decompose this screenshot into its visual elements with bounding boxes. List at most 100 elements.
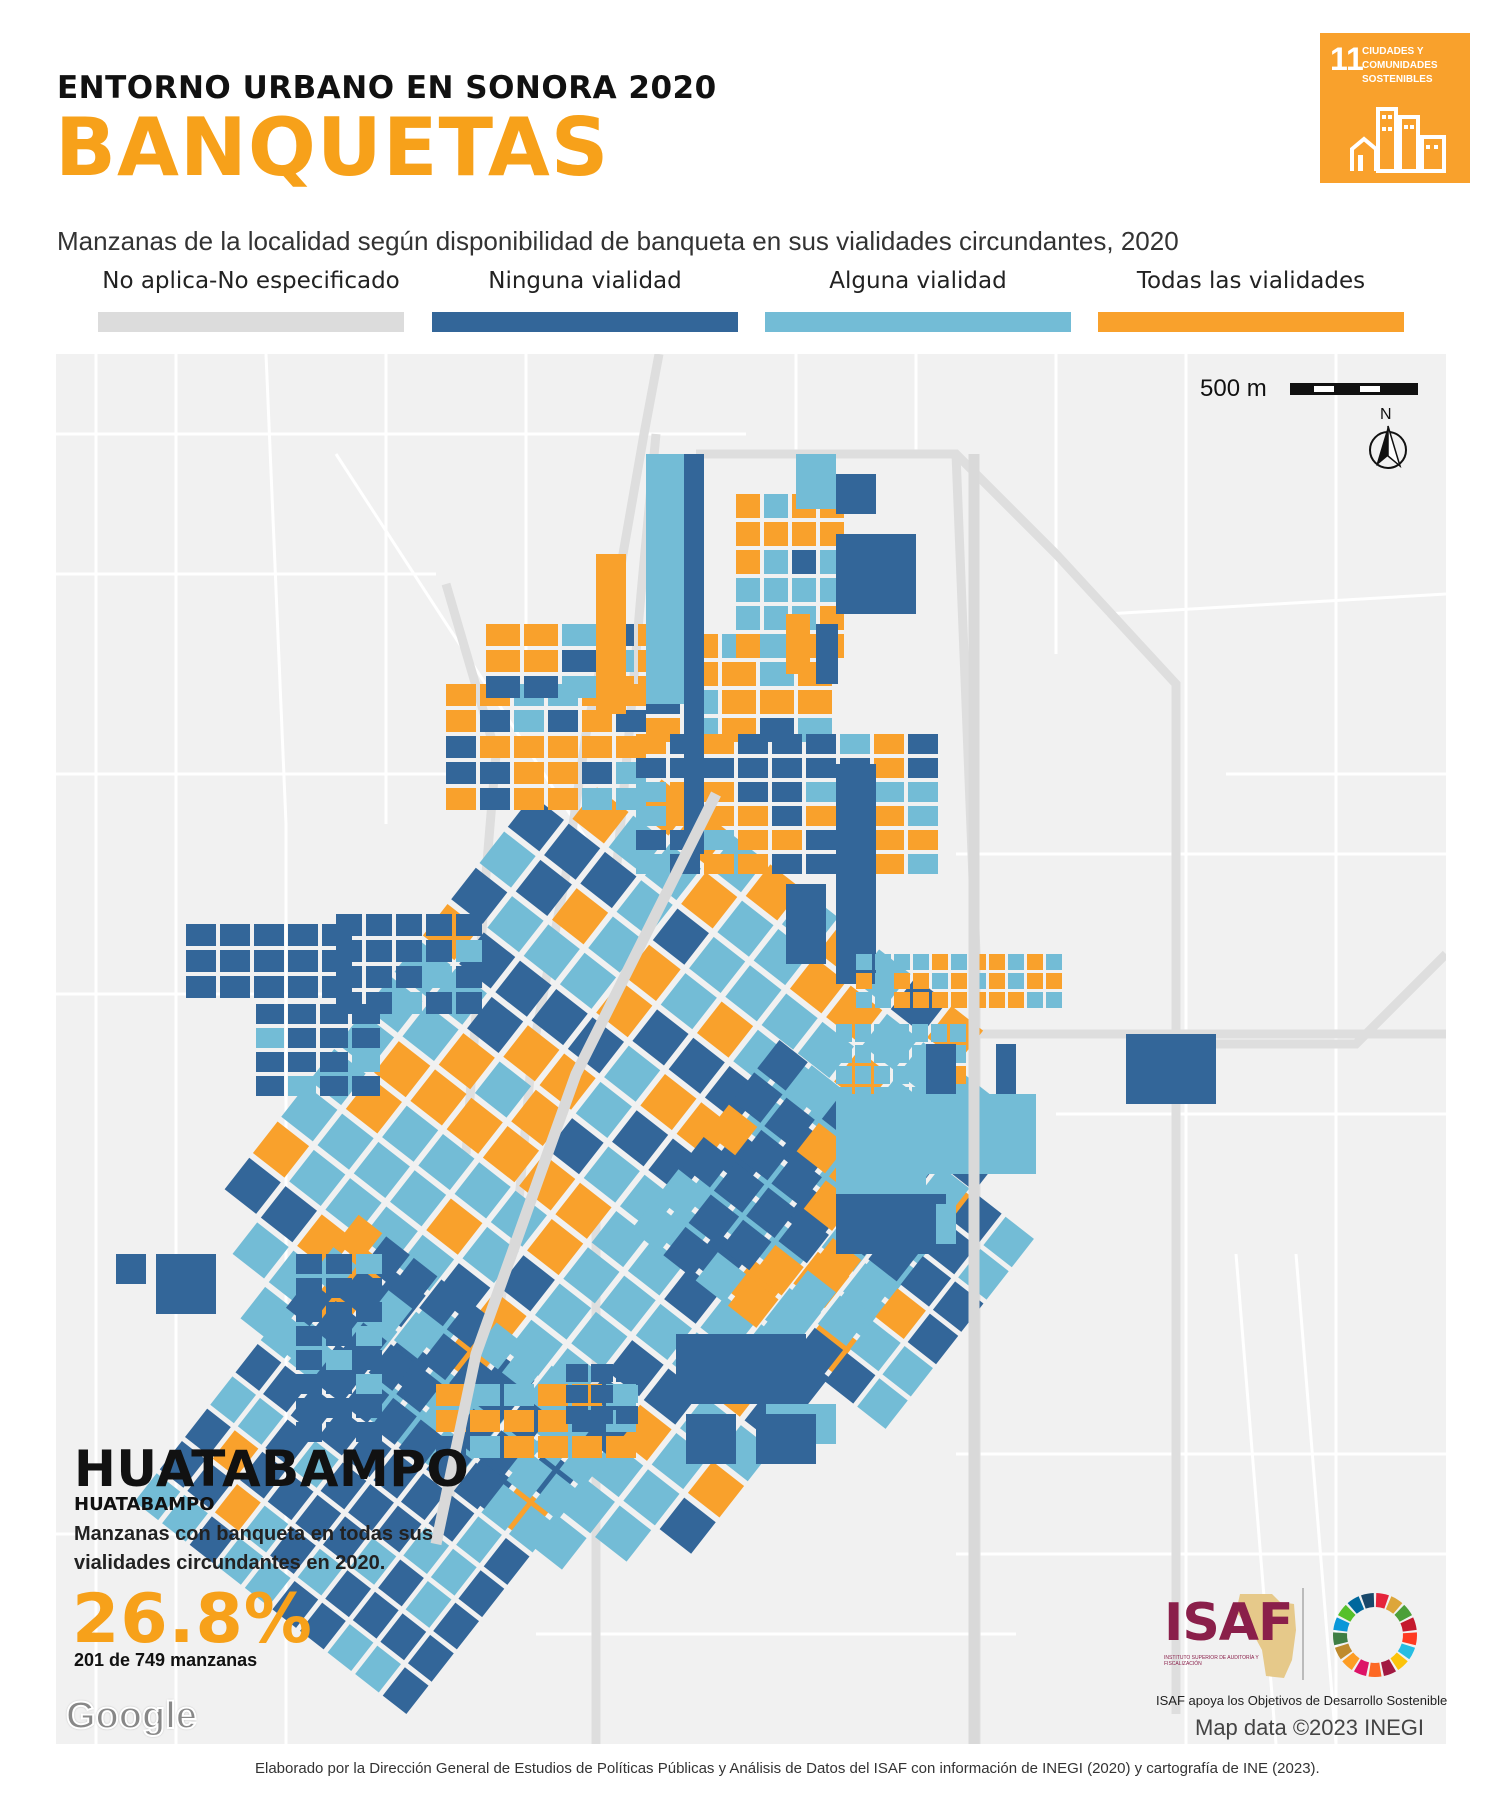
city-block[interactable] bbox=[792, 522, 816, 546]
city-block[interactable] bbox=[288, 1028, 316, 1048]
city-block[interactable] bbox=[548, 762, 578, 784]
city-block[interactable] bbox=[652, 908, 709, 965]
city-block[interactable] bbox=[843, 1263, 894, 1314]
city-block-map[interactable] bbox=[56, 354, 1446, 1744]
city-block[interactable] bbox=[396, 992, 422, 1014]
city-block[interactable] bbox=[876, 564, 916, 594]
city-block[interactable] bbox=[857, 1378, 908, 1429]
city-block[interactable] bbox=[1027, 992, 1043, 1008]
city-block[interactable] bbox=[806, 734, 836, 754]
city-block[interactable] bbox=[326, 1398, 352, 1418]
city-block[interactable] bbox=[792, 578, 816, 602]
city-block[interactable] bbox=[240, 1451, 286, 1499]
city-block[interactable] bbox=[256, 1004, 284, 1024]
city-block[interactable] bbox=[596, 554, 626, 714]
city-block[interactable] bbox=[836, 1094, 926, 1204]
city-block[interactable] bbox=[599, 1275, 656, 1332]
city-block[interactable] bbox=[547, 1118, 604, 1175]
city-block[interactable] bbox=[515, 859, 572, 916]
city-block[interactable] bbox=[736, 606, 760, 630]
city-block[interactable] bbox=[894, 973, 910, 989]
city-block[interactable] bbox=[732, 1072, 783, 1123]
city-block[interactable] bbox=[738, 758, 768, 778]
city-block[interactable] bbox=[722, 690, 756, 714]
city-block[interactable] bbox=[292, 1440, 339, 1488]
city-block[interactable] bbox=[426, 966, 452, 988]
city-block[interactable] bbox=[480, 736, 510, 758]
city-block[interactable] bbox=[289, 1149, 346, 1206]
city-block[interactable] bbox=[717, 900, 774, 957]
city-block[interactable] bbox=[514, 736, 544, 758]
city-block[interactable] bbox=[514, 788, 544, 810]
city-block[interactable] bbox=[1027, 973, 1043, 989]
city-block[interactable] bbox=[840, 734, 870, 754]
city-block[interactable] bbox=[894, 992, 910, 1008]
city-blocks[interactable] bbox=[116, 454, 1216, 1715]
city-block[interactable] bbox=[189, 1516, 236, 1564]
city-block[interactable] bbox=[451, 867, 508, 924]
city-block[interactable] bbox=[531, 988, 588, 1046]
city-block[interactable] bbox=[736, 522, 760, 546]
city-block[interactable] bbox=[806, 782, 836, 802]
city-block[interactable] bbox=[296, 1350, 322, 1370]
city-block[interactable] bbox=[446, 736, 476, 758]
city-block[interactable] bbox=[538, 1410, 568, 1432]
city-block[interactable] bbox=[482, 1126, 540, 1183]
city-block[interactable] bbox=[912, 1066, 928, 1084]
city-block[interactable] bbox=[356, 1422, 382, 1442]
city-block[interactable] bbox=[764, 494, 788, 518]
city-block[interactable] bbox=[681, 1136, 733, 1188]
city-block[interactable] bbox=[660, 973, 717, 1030]
city-block[interactable] bbox=[353, 1141, 410, 1199]
city-block[interactable] bbox=[874, 782, 904, 802]
city-block[interactable] bbox=[580, 851, 637, 909]
city-block[interactable] bbox=[535, 1283, 592, 1340]
city-block[interactable] bbox=[116, 1254, 146, 1284]
city-block[interactable] bbox=[936, 1204, 956, 1244]
city-block[interactable] bbox=[713, 1162, 765, 1213]
city-block[interactable] bbox=[390, 1170, 447, 1227]
city-block[interactable] bbox=[738, 734, 768, 754]
city-block[interactable] bbox=[996, 1044, 1016, 1104]
city-block[interactable] bbox=[636, 830, 666, 850]
city-block[interactable] bbox=[798, 690, 832, 714]
city-block[interactable] bbox=[380, 1613, 427, 1661]
city-block[interactable] bbox=[426, 1198, 483, 1255]
city-block[interactable] bbox=[504, 1384, 534, 1406]
city-block[interactable] bbox=[254, 924, 284, 946]
city-block[interactable] bbox=[495, 960, 552, 1017]
city-block[interactable] bbox=[908, 830, 938, 850]
city-block[interactable] bbox=[856, 992, 872, 1008]
city-block[interactable] bbox=[1046, 954, 1062, 970]
city-block[interactable] bbox=[656, 1169, 707, 1220]
city-block[interactable] bbox=[900, 1256, 952, 1307]
city-block[interactable] bbox=[764, 606, 788, 630]
city-block[interactable] bbox=[616, 1364, 638, 1382]
city-block[interactable] bbox=[761, 993, 818, 1050]
city-block[interactable] bbox=[595, 1505, 652, 1562]
city-block[interactable] bbox=[855, 1045, 871, 1063]
city-block[interactable] bbox=[184, 1408, 231, 1456]
city-block[interactable] bbox=[355, 1645, 401, 1693]
city-block[interactable] bbox=[232, 1222, 289, 1279]
city-block[interactable] bbox=[421, 1333, 468, 1381]
city-block[interactable] bbox=[538, 1436, 568, 1458]
city-block[interactable] bbox=[874, 1045, 890, 1063]
city-block[interactable] bbox=[237, 1397, 284, 1445]
city-block[interactable] bbox=[480, 762, 510, 784]
city-block[interactable] bbox=[566, 1406, 588, 1424]
city-block[interactable] bbox=[913, 954, 929, 970]
city-block[interactable] bbox=[235, 1344, 282, 1391]
city-block[interactable] bbox=[373, 1451, 420, 1499]
city-block[interactable] bbox=[591, 1385, 613, 1403]
city-block[interactable] bbox=[757, 1040, 808, 1091]
city-block[interactable] bbox=[479, 831, 536, 888]
city-block[interactable] bbox=[320, 1462, 367, 1510]
city-block[interactable] bbox=[486, 650, 520, 672]
city-block[interactable] bbox=[156, 1254, 216, 1314]
city-block[interactable] bbox=[326, 1326, 352, 1346]
city-block[interactable] bbox=[504, 1410, 534, 1432]
city-block[interactable] bbox=[559, 952, 617, 1009]
city-block[interactable] bbox=[706, 1104, 758, 1156]
city-block[interactable] bbox=[436, 1384, 466, 1406]
